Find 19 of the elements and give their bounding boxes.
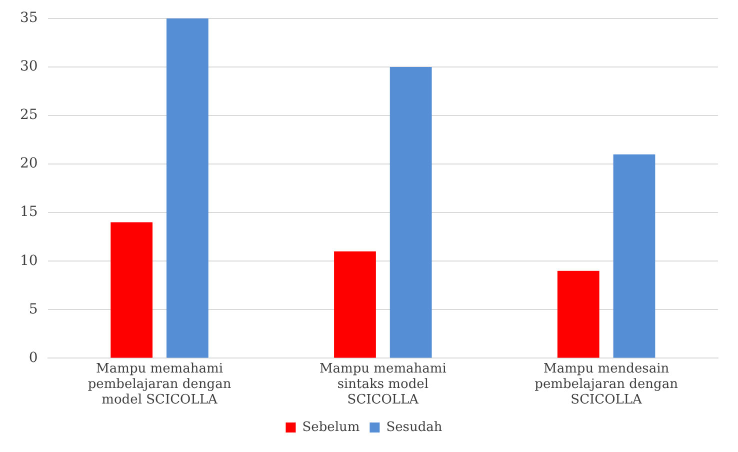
- x-tick-label: Mampu memahami pembelajaran dengan model SCICOLLA: [88, 361, 232, 408]
- y-tick-label: 15: [20, 204, 38, 220]
- y-tick-label: 20: [20, 156, 38, 172]
- x-tick-label: Mampu mendesain pembelajaran dengan SCICOLLA: [534, 361, 679, 408]
- bar: [557, 270, 600, 358]
- bar: [390, 66, 432, 358]
- bar: [110, 222, 153, 358]
- y-tick-label: 25: [20, 107, 38, 124]
- legend-label: Sebelum: [302, 420, 360, 435]
- bar: [166, 18, 208, 358]
- bar: [334, 251, 376, 358]
- bar: [613, 154, 656, 358]
- y-tick-label: 0: [28, 350, 38, 366]
- y-tick-label: 10: [20, 252, 38, 269]
- legend-label: Sesudah: [386, 420, 443, 435]
- y-tick-label: 35: [20, 10, 38, 26]
- y-tick-label: 30: [20, 58, 38, 75]
- x-tick-label: Mampu memahami sintaks model SCICOLLA: [319, 361, 446, 408]
- y-tick-label: 5: [28, 301, 38, 318]
